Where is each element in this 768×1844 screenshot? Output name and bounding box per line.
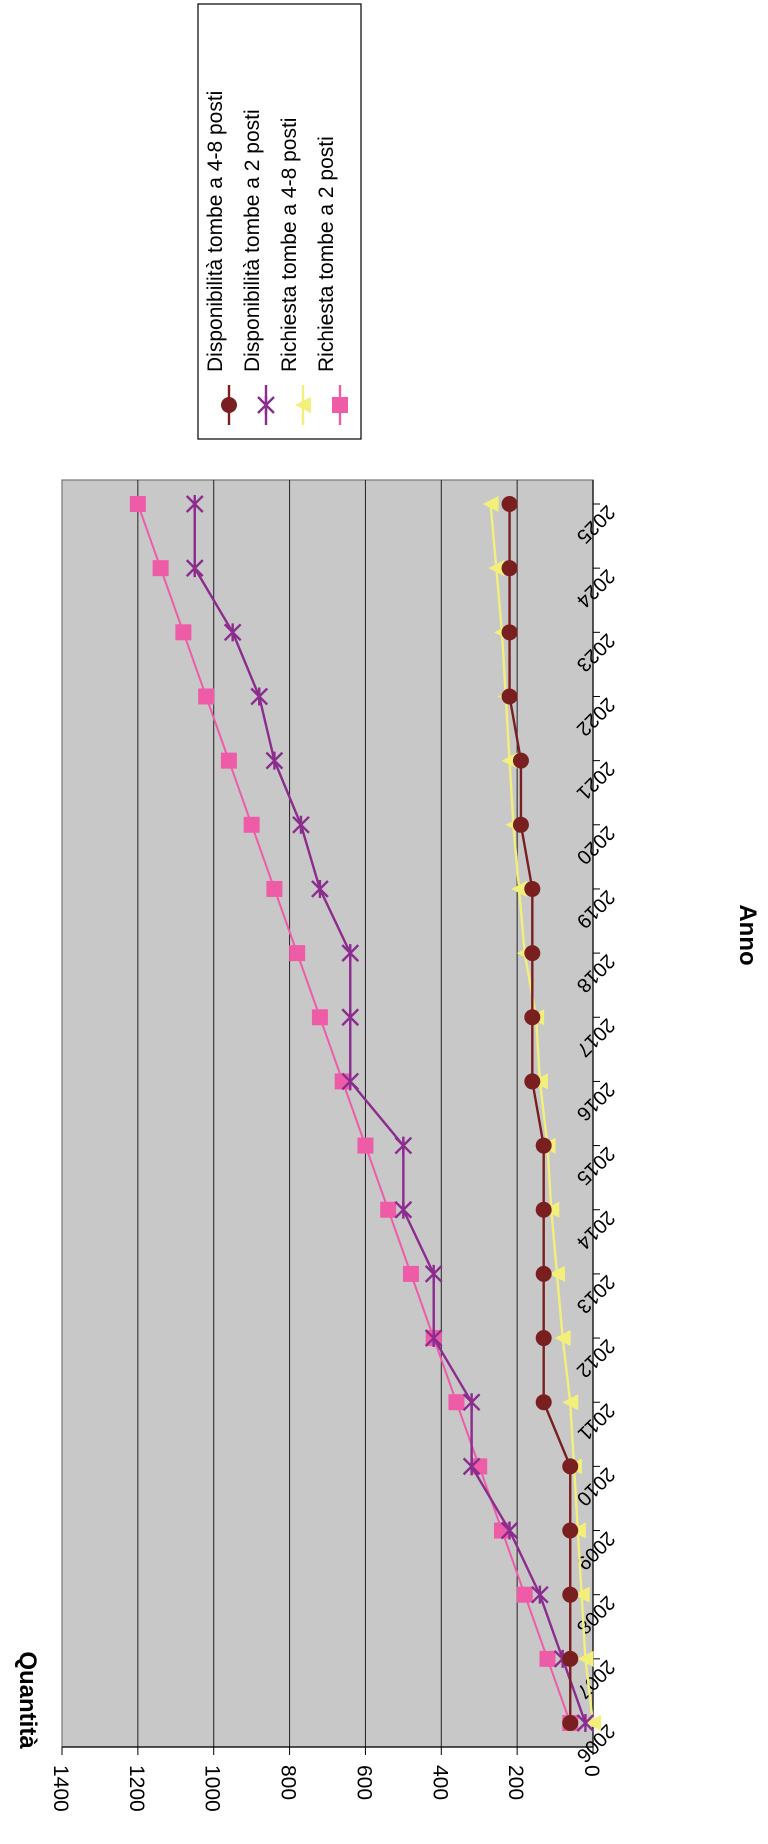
data-point xyxy=(175,624,191,640)
data-point xyxy=(562,1458,578,1474)
data-point xyxy=(524,945,540,961)
data-point xyxy=(130,496,146,512)
data-point xyxy=(536,1394,552,1410)
data-point xyxy=(536,1202,552,1218)
data-point xyxy=(221,753,237,769)
data-point xyxy=(332,397,348,413)
data-point xyxy=(357,1138,373,1154)
y-axis-label: Quantità xyxy=(14,1651,41,1749)
data-point xyxy=(562,1651,578,1667)
data-point xyxy=(244,817,260,833)
data-point xyxy=(562,1587,578,1603)
data-point xyxy=(403,1266,419,1282)
y-tick-label: 200 xyxy=(504,1765,527,1800)
data-point xyxy=(266,881,282,897)
y-tick-label: 600 xyxy=(352,1765,375,1800)
data-point xyxy=(536,1138,552,1154)
y-tick-label: 0 xyxy=(580,1765,603,1777)
y-tick-label: 1400 xyxy=(49,1765,72,1812)
data-point xyxy=(153,560,169,576)
data-point xyxy=(502,560,518,576)
data-point xyxy=(380,1202,396,1218)
data-point xyxy=(448,1394,464,1410)
legend-label: Disponibilità tombe a 2 posti xyxy=(241,109,264,372)
data-point xyxy=(562,1523,578,1539)
data-point xyxy=(524,1073,540,1089)
plot-area xyxy=(62,480,593,1747)
data-point xyxy=(536,1330,552,1346)
data-point xyxy=(502,496,518,512)
y-tick-label: 1200 xyxy=(125,1765,148,1812)
data-point xyxy=(513,753,529,769)
data-point xyxy=(539,1651,555,1667)
data-point xyxy=(198,688,214,704)
data-point xyxy=(289,945,305,961)
legend-label: Richiesta tombe a 4-8 posti xyxy=(278,118,301,372)
y-tick-label: 800 xyxy=(277,1765,300,1800)
plot-background xyxy=(62,480,593,1747)
legend-label: Disponibilità tombe a 4-8 posti xyxy=(204,91,227,372)
x-axis-label: Anno xyxy=(734,904,761,965)
data-point xyxy=(513,817,529,833)
data-point xyxy=(562,1715,578,1731)
legend: Richiesta tombe a 2 posti Richiesta tombe… xyxy=(198,4,361,439)
data-point xyxy=(517,1587,533,1603)
y-axis: 0 200 400 600 800 1000 1200 1400 xyxy=(49,1747,603,1812)
y-tick-label: 1000 xyxy=(201,1765,224,1812)
data-point xyxy=(335,1073,351,1089)
data-point xyxy=(536,1266,552,1282)
y-tick-label: 400 xyxy=(428,1765,451,1800)
data-point xyxy=(502,624,518,640)
legend-label: Richiesta tombe a 2 posti xyxy=(315,136,338,372)
data-point xyxy=(221,397,237,413)
data-point xyxy=(524,1009,540,1025)
data-point xyxy=(312,1009,328,1025)
data-point xyxy=(524,881,540,897)
data-point xyxy=(502,688,518,704)
